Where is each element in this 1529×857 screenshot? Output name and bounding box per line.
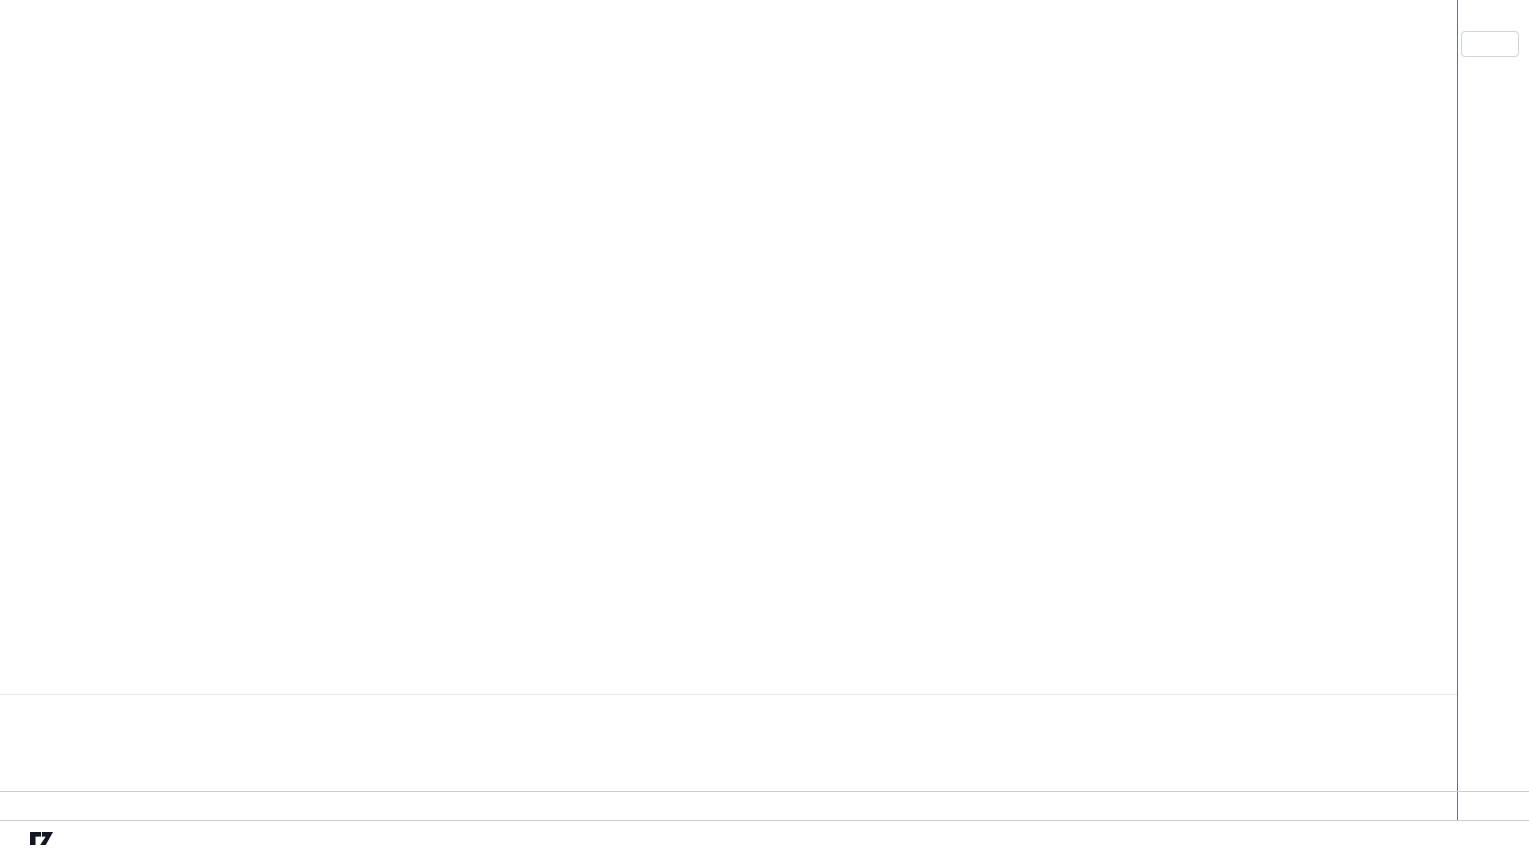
tradingview-logo-icon [30, 832, 54, 845]
price-axis-border [1457, 0, 1458, 821]
pane-separator [0, 694, 1457, 695]
tradingview-logo[interactable] [30, 831, 60, 846]
time-axis-top-border [0, 791, 1529, 792]
time-axis-bottom-border [0, 820, 1529, 821]
currency-toggle-button[interactable] [1461, 31, 1519, 57]
indicator-legend-sma-fast[interactable] [14, 33, 22, 47]
indicator-legend-sma-slow[interactable] [14, 50, 22, 64]
